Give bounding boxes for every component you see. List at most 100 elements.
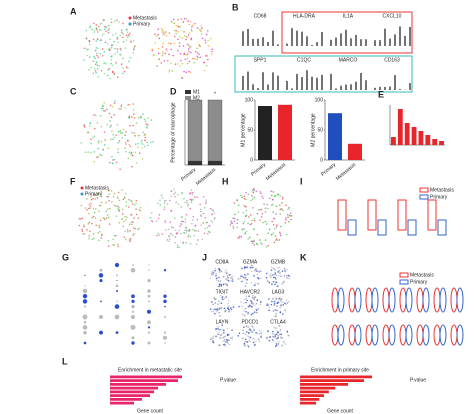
cell-point xyxy=(137,142,139,145)
cell-point xyxy=(220,270,223,273)
cell-point xyxy=(258,340,261,343)
cell-point xyxy=(271,266,273,269)
bar xyxy=(328,113,342,160)
bar xyxy=(278,104,292,160)
cell-point xyxy=(241,337,244,340)
cell-point xyxy=(87,48,89,51)
cell-point xyxy=(124,141,127,144)
cell-point xyxy=(192,191,194,194)
cell-point xyxy=(276,302,279,305)
cell-point xyxy=(169,221,172,223)
cell-point xyxy=(245,310,247,313)
cell-point xyxy=(125,216,128,218)
cell-point xyxy=(217,328,219,330)
dot xyxy=(84,274,86,277)
cell-point xyxy=(259,239,261,241)
violin xyxy=(348,287,356,313)
cell-point xyxy=(128,238,131,241)
cell-point xyxy=(270,204,273,206)
cell-point xyxy=(277,193,279,196)
cell-point xyxy=(191,198,194,201)
cell-point xyxy=(189,207,192,210)
cell-point xyxy=(251,240,254,243)
cell-point xyxy=(260,241,262,244)
cell-point xyxy=(214,302,217,304)
cell-point xyxy=(241,313,244,316)
cell-point xyxy=(252,297,255,300)
cell-point xyxy=(204,227,206,230)
cell-point xyxy=(205,199,207,201)
box xyxy=(407,219,417,236)
cell-point xyxy=(288,221,290,223)
cell-point xyxy=(190,222,193,225)
cell-point xyxy=(275,309,278,312)
cell-point xyxy=(175,29,178,32)
cell-point xyxy=(93,135,96,138)
cell-point xyxy=(207,39,209,42)
cell-point xyxy=(128,206,130,208)
cell-point xyxy=(163,206,166,208)
cell-point xyxy=(281,313,284,315)
cell-point xyxy=(257,338,260,341)
cell-point xyxy=(109,126,111,128)
cell-point xyxy=(187,235,189,238)
cell-point xyxy=(113,158,116,161)
cell-point xyxy=(129,237,132,240)
cell-point xyxy=(176,244,179,247)
cell-point xyxy=(201,27,203,29)
cell-point xyxy=(81,228,83,231)
cell-point xyxy=(144,136,147,139)
cell-point xyxy=(252,303,255,305)
cell-point xyxy=(151,49,154,52)
cell-point xyxy=(247,345,250,348)
cell-point xyxy=(275,205,278,208)
cell-point xyxy=(97,231,99,234)
cell-point xyxy=(204,207,206,209)
cell-point xyxy=(224,282,227,285)
cell-point xyxy=(175,24,178,27)
cell-point xyxy=(282,303,285,306)
cell-point xyxy=(188,32,191,34)
cell-point xyxy=(103,131,106,133)
violin xyxy=(382,287,390,313)
cell-point xyxy=(96,31,99,33)
cell-point xyxy=(211,50,213,53)
y-axis-label: M2 percentage xyxy=(310,113,316,147)
cell-point xyxy=(160,194,163,197)
cell-point xyxy=(103,28,106,30)
box xyxy=(347,219,357,236)
cell-point xyxy=(274,235,277,237)
cell-point xyxy=(87,131,90,134)
cell-point xyxy=(147,144,149,147)
cell-point xyxy=(280,207,283,210)
cell-point xyxy=(95,24,98,26)
cell-point xyxy=(214,298,216,301)
cell-point xyxy=(100,22,103,25)
legend-label: Primary xyxy=(410,279,428,285)
legend-label: Primary xyxy=(430,194,448,200)
cell-point xyxy=(123,220,125,223)
cell-point xyxy=(249,329,252,331)
bar xyxy=(432,139,438,145)
cell-point xyxy=(208,231,211,233)
cell-point xyxy=(125,219,127,221)
cell-point xyxy=(245,214,248,217)
cell-point xyxy=(281,283,283,285)
cell-point xyxy=(279,333,281,336)
cell-point xyxy=(144,139,147,141)
cell-point xyxy=(242,276,245,279)
cell-point xyxy=(113,72,115,75)
cell-point xyxy=(191,30,193,32)
cell-point xyxy=(270,303,273,306)
cell-point xyxy=(105,210,107,213)
cell-point xyxy=(180,222,182,225)
cell-point xyxy=(177,38,179,40)
cell-point xyxy=(104,41,107,43)
cell-point xyxy=(174,217,176,220)
cell-point xyxy=(166,49,168,52)
cell-point xyxy=(272,211,275,213)
cell-point xyxy=(157,28,160,30)
cell-point xyxy=(275,238,278,240)
cell-point xyxy=(231,278,234,280)
cell-point xyxy=(229,307,232,309)
